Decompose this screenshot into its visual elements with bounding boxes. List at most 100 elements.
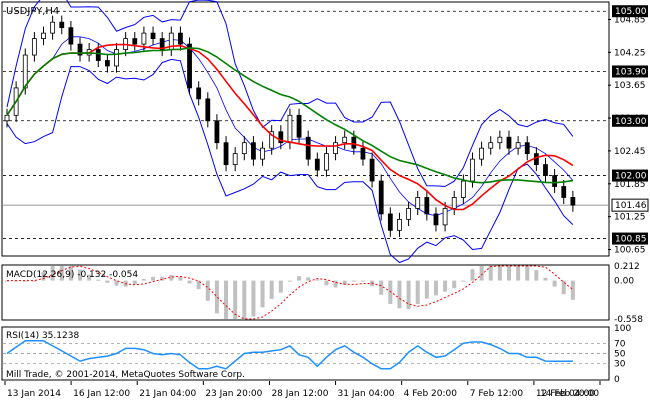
rsi-tick-label: 70 [614, 339, 626, 349]
rsi-plot [3, 340, 608, 370]
candle-body [95, 49, 101, 61]
candle-body [533, 153, 539, 166]
time-tick-label: 7 Feb 12:00 [470, 389, 524, 399]
candlesticks [4, 15, 576, 237]
candle-body [424, 197, 430, 215]
macd-bar [424, 280, 429, 299]
macd-bar [278, 280, 283, 293]
macd-bar [506, 266, 511, 281]
current-price-tag-bg [611, 198, 649, 212]
candle-body [488, 142, 494, 149]
macd-bar [306, 277, 311, 281]
macd-title: MACD(12,26,9) -0.132 -0.054 [6, 270, 138, 280]
macd-signal-line [7, 265, 574, 320]
level-tag-bg [612, 169, 648, 182]
time-tick-label: 16 Jan 12:00 [73, 389, 130, 399]
candle-body [269, 131, 275, 149]
macd-bar [233, 280, 238, 319]
candle-body [132, 38, 138, 45]
macd-bar [470, 269, 475, 281]
candle-body [433, 213, 439, 226]
macd-bar [151, 276, 156, 281]
price-tick-label: 104.25 [614, 48, 646, 58]
macd-bar [488, 266, 493, 281]
macd-bar [516, 266, 521, 281]
candle-body [251, 142, 256, 160]
macd-bar [461, 280, 466, 282]
main-chart-frame [1, 1, 610, 257]
macd-tick-label: -0.558 [614, 315, 643, 325]
macd-bar [141, 279, 146, 281]
macd-bar [87, 274, 92, 281]
candle-body [196, 87, 202, 100]
level-tag-label: 103.00 [615, 117, 647, 127]
time-tick-label: 23 Jan 20:00 [205, 389, 262, 399]
macd-bar [342, 280, 347, 285]
macd-bar [214, 280, 219, 314]
candle-body [543, 164, 548, 176]
candle-body [442, 208, 448, 226]
macd-bar [78, 269, 83, 281]
level-tags: 105.00 103.90 103.00 102.00 100.85 101.46 [611, 5, 649, 245]
rsi-tick-label: 100 [614, 324, 631, 334]
rsi-title: RSI(14) 35.1238 [6, 331, 79, 341]
current-price-tag-label: 101.46 [615, 201, 647, 211]
macd-plot [5, 265, 575, 320]
level-tag-label: 100.85 [615, 235, 647, 245]
macd-bar [543, 277, 548, 281]
candle-body [515, 142, 521, 149]
candle-body [378, 180, 384, 215]
candle-body [187, 43, 192, 89]
time-tick-label: 14 Feb 20:00 [540, 389, 599, 399]
level-tag-label: 102.00 [615, 172, 647, 182]
time-axis: 13 Jan 2014 16 Jan 12:00 21 Jan 04:00 23 Ja… [4, 381, 601, 399]
bollinger-upper [6, 0, 574, 187]
macd-bar [333, 280, 338, 288]
macd-bar [351, 280, 356, 282]
candle-body [451, 197, 457, 209]
candle-body [68, 27, 74, 45]
level-tag-bg [612, 65, 648, 78]
macd-bar [105, 280, 110, 283]
level-tag-bg [612, 5, 648, 18]
macd-bar [379, 280, 384, 295]
rsi-tick-label: 50 [614, 350, 626, 360]
macd-bar [251, 280, 256, 317]
macd-bar [479, 266, 484, 281]
candle-body [41, 32, 46, 40]
candle-body [214, 120, 220, 144]
candle-body [324, 153, 329, 171]
candle-body [50, 21, 56, 34]
copyright-text: Mill Trade, © 2001-2014, MetaQuotes Soft… [6, 370, 245, 380]
candle-body [241, 142, 247, 155]
symbol-title: USDJPY,H4 [6, 6, 59, 17]
candle-body [314, 158, 320, 171]
macd-bar [570, 280, 575, 300]
macd-bar [324, 280, 329, 286]
candle-body [387, 213, 393, 231]
candle-body [552, 175, 558, 187]
macd-bar [525, 266, 530, 281]
candle-body [278, 131, 284, 144]
candle-body [415, 197, 421, 209]
time-tick-label: 12 Feb 04:00 [536, 389, 595, 399]
candle-body [506, 136, 512, 149]
macd-bar [534, 270, 539, 281]
price-tick-label: 102.45 [614, 147, 646, 157]
price-axis: 104.85104.25103.65103.05102.45101.85101.… [608, 15, 646, 256]
macd-bar [224, 280, 229, 319]
candle-body [460, 180, 466, 198]
time-tick-label: 4 Feb 20:00 [404, 389, 458, 399]
candle-body [260, 147, 265, 160]
candle-body [333, 142, 338, 155]
macd-tick-label: 0.212 [614, 262, 640, 272]
candle-body [114, 49, 119, 67]
candle-body [497, 136, 503, 144]
macd-bar [561, 280, 566, 295]
macd-bar [41, 272, 46, 281]
candle-body [150, 32, 156, 40]
macd-bar [23, 280, 28, 282]
price-tick-label: 101.25 [614, 213, 646, 223]
